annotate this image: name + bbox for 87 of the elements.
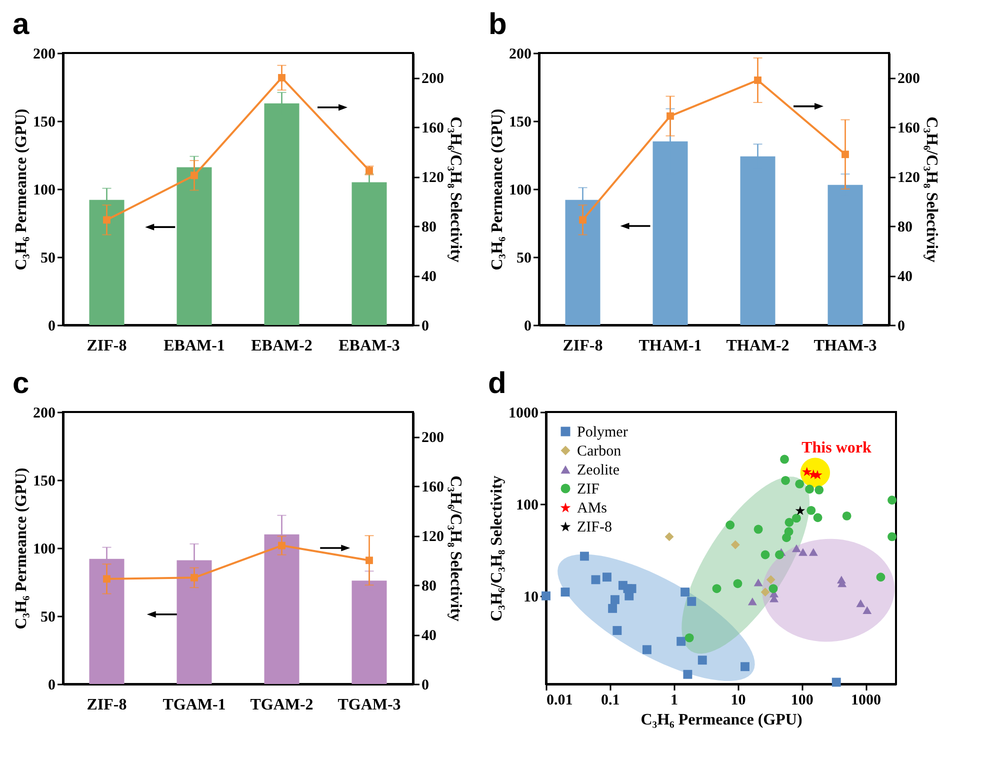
x-tick-label: TGAM-2 xyxy=(250,696,314,714)
point xyxy=(842,150,849,158)
x-tick-label: EBAM-1 xyxy=(164,338,225,354)
x-tick-label: 10 xyxy=(730,692,746,708)
y-tick-label: 100 xyxy=(516,497,538,514)
point xyxy=(278,74,286,82)
y-axis-title: C₃H₆/C₃H₈ Selectivity xyxy=(488,476,506,622)
y-tick-label: 200 xyxy=(509,46,532,62)
y2-tick-label: 80 xyxy=(422,220,436,236)
y2-tick-label: 0 xyxy=(422,318,429,334)
bar xyxy=(352,580,387,684)
y-axis-title: C₃H₆ Permeance (GPU) xyxy=(13,108,30,270)
x-tick-label: EBAM-3 xyxy=(338,338,400,354)
bar xyxy=(176,167,212,325)
x-tick-label: 1000 xyxy=(851,692,882,708)
y-tick-label: 150 xyxy=(509,114,532,130)
x-tick-label: THAM-2 xyxy=(726,338,790,354)
y2-axis-title: C₃H₆/C₃H₈ Selectivity xyxy=(923,116,940,262)
x-axis-title: C₃H₆ Permeance (GPU) xyxy=(640,712,802,728)
chart-title: a xyxy=(12,8,30,41)
point xyxy=(103,216,110,224)
legend-label: Carbon xyxy=(577,444,622,460)
chart-title: d xyxy=(488,367,506,400)
y2-tick-label: 40 xyxy=(422,269,436,286)
point xyxy=(366,556,373,564)
y-tick-label: 150 xyxy=(33,114,56,130)
y2-tick-label: 200 xyxy=(422,71,444,88)
legend-label: Polymer xyxy=(577,424,628,440)
point xyxy=(754,76,762,84)
y-tick-label: 200 xyxy=(33,46,56,62)
y2-tick-label: 40 xyxy=(422,628,436,644)
point xyxy=(103,575,110,583)
legend-label: AMs xyxy=(577,500,608,516)
bar xyxy=(828,184,863,325)
x-tick-label: ZIF-8 xyxy=(86,338,127,354)
x-tick-label: 100 xyxy=(790,692,814,708)
y2-tick-label: 80 xyxy=(422,578,436,595)
y2-tick-label: 160 xyxy=(422,480,444,496)
y2-axis-title: C₃H₆/C₃H₈ Selectivity xyxy=(447,476,464,622)
y2-tick-label: 0 xyxy=(898,318,905,334)
x-tick-label: TGAM-1 xyxy=(162,696,226,714)
y-tick-label: 200 xyxy=(33,406,56,422)
y2-tick-label: 200 xyxy=(898,71,920,88)
y-tick-label: 50 xyxy=(40,250,56,266)
point xyxy=(579,216,586,224)
x-tick-label: ZIF-8 xyxy=(86,696,127,714)
y2-tick-label: 80 xyxy=(898,220,912,236)
y2-tick-label: 160 xyxy=(898,120,920,137)
x-tick-label: EBAM-2 xyxy=(251,338,312,354)
point xyxy=(190,574,198,582)
y2-axis-title: C₃H₆/C₃H₈ Selectivity xyxy=(447,116,464,262)
y-tick-label: 0 xyxy=(48,318,56,334)
y2-tick-label: 0 xyxy=(422,678,429,694)
point xyxy=(278,542,286,550)
x-tick-label: THAM-3 xyxy=(814,338,877,354)
y-tick-label: 0 xyxy=(48,678,56,694)
y-tick-label: 100 xyxy=(33,542,56,558)
point xyxy=(666,112,674,120)
y-tick-label: 100 xyxy=(33,182,56,198)
y-tick-label: 10 xyxy=(524,589,538,606)
x-tick-label: 0.1 xyxy=(601,692,620,708)
y2-tick-label: 160 xyxy=(422,120,444,137)
y-tick-label: 150 xyxy=(33,474,56,490)
y-tick-label: 100 xyxy=(509,182,532,198)
chart-title: b xyxy=(488,8,507,41)
legend-label: Zeolite xyxy=(577,462,620,478)
annotation: This work xyxy=(802,439,872,456)
x-tick-label: 1 xyxy=(670,692,678,708)
y2-tick-label: 120 xyxy=(898,170,920,186)
x-tick-label: THAM-1 xyxy=(638,338,702,354)
y-axis-title: C₃H₆ Permeance (GPU) xyxy=(13,468,30,630)
point xyxy=(190,172,198,180)
y-axis-title: C₃H₆ Permeance (GPU) xyxy=(489,108,506,270)
x-tick-label: TGAM-3 xyxy=(338,696,401,714)
legend-label: ZIF xyxy=(577,482,600,498)
legend-label: ZIF-8 xyxy=(577,520,612,536)
y-tick-label: 0 xyxy=(524,318,532,334)
y2-tick-label: 120 xyxy=(422,529,444,546)
y-tick-label: 50 xyxy=(516,250,532,266)
chart-title: c xyxy=(12,367,30,400)
y-tick-label: 50 xyxy=(40,610,56,626)
y-tick-label: 1000 xyxy=(508,406,538,422)
y2-tick-label: 40 xyxy=(898,269,912,286)
y2-tick-label: 120 xyxy=(422,170,444,186)
y2-tick-label: 200 xyxy=(422,430,444,446)
x-tick-label: 0.01 xyxy=(546,692,573,708)
x-tick-label: ZIF-8 xyxy=(562,338,603,354)
